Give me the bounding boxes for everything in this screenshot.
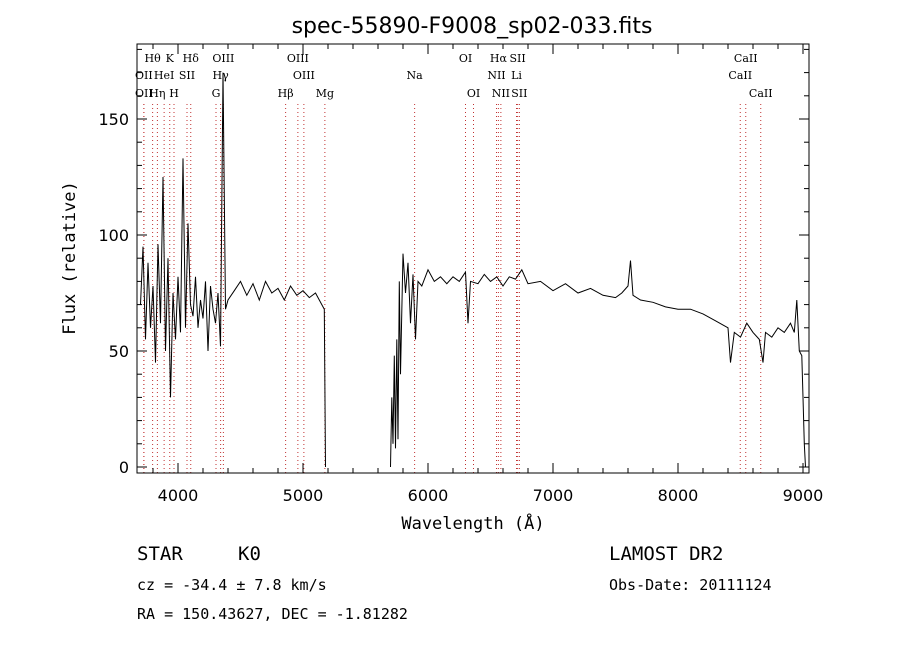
chart-title: spec-55890-F9008_sp02-033.fits xyxy=(292,14,653,39)
observation-date: Obs-Date: 20111124 xyxy=(609,576,772,594)
y-tick-label: 0 xyxy=(119,458,129,477)
object-subclass: K0 xyxy=(238,543,261,565)
spectrum-line xyxy=(390,253,806,468)
spectral-line-label: Hα xyxy=(490,52,508,65)
y-tick-label: 50 xyxy=(109,342,129,361)
x-tick-label: 8000 xyxy=(658,486,699,505)
spectral-line-label: OII xyxy=(135,87,153,100)
object-class: STAR xyxy=(137,543,183,565)
spectral-line-label: NII xyxy=(492,87,510,100)
spectral-line-label: K xyxy=(166,52,175,65)
spectral-line-label: Na xyxy=(407,69,424,82)
y-axis-label: Flux (relative) xyxy=(60,181,80,335)
spectral-line-label: OI xyxy=(467,87,480,100)
spectral-line-label: Hθ xyxy=(145,52,162,65)
spectral-line-label: CaII xyxy=(749,87,773,100)
spectral-line-label: NII xyxy=(487,69,505,82)
y-tick-label: 150 xyxy=(98,110,129,129)
x-axis-label: Wavelength (Å) xyxy=(401,512,544,534)
spectral-line-label: OII xyxy=(135,69,153,82)
spectral-line-label: H xyxy=(169,87,179,100)
spectral-line-label: Hβ xyxy=(278,87,294,100)
spectral-line-label: Hδ xyxy=(183,52,200,65)
x-tick-label: 4000 xyxy=(158,486,199,505)
spectral-line-label: HeI xyxy=(154,69,174,82)
spectral-line-label: SII xyxy=(510,52,526,65)
y-tick-label: 100 xyxy=(98,226,129,245)
spectral-line-label: OI xyxy=(459,52,472,65)
sky-coordinates: RA = 150.43627, DEC = -1.81282 xyxy=(137,605,408,623)
spectral-line-label: OIII xyxy=(293,69,315,82)
spectrum-line xyxy=(140,72,326,468)
spectral-line-label: CaII xyxy=(734,52,758,65)
survey-name: LAMOST DR2 xyxy=(609,543,723,565)
spectral-line-markers xyxy=(143,104,762,473)
spectral-line-label: Mg xyxy=(316,87,334,100)
spectral-line-label: Li xyxy=(511,69,522,82)
spectral-line-label: OIII xyxy=(287,52,309,65)
spectral-line-label: CaII xyxy=(728,69,752,82)
spectrum-series xyxy=(140,72,806,468)
spectral-line-label: Hη xyxy=(149,87,165,100)
x-tick-label: 6000 xyxy=(408,486,449,505)
spectral-line-label: SII xyxy=(179,69,195,82)
x-tick-label: 5000 xyxy=(283,486,324,505)
axis-ticks: 4000 5000 6000 7000 8000 9000 0 50 100 150 xyxy=(98,44,823,505)
redshift-value: cz = -34.4 ± 7.8 km/s xyxy=(137,576,327,594)
x-tick-label: 9000 xyxy=(783,486,824,505)
spectral-line-label: G xyxy=(212,87,221,100)
spectral-line-label: OIII xyxy=(212,52,234,65)
x-tick-label: 7000 xyxy=(533,486,574,505)
spectral-line-label: SII xyxy=(511,87,527,100)
spectral-line-label: Hγ xyxy=(213,69,230,82)
